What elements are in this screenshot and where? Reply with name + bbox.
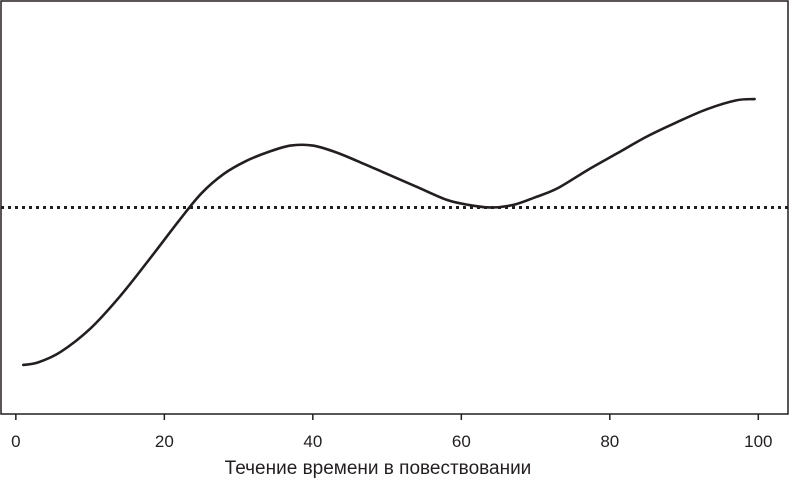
x-tick-label-40: 40 — [303, 432, 322, 451]
x-tick-label-0: 0 — [11, 432, 20, 451]
x-axis-label: Течение времени в повествовании — [225, 458, 532, 479]
x-tick-label-20: 20 — [155, 432, 174, 451]
x-axis-ticks: 0 20 40 60 80 100 — [11, 414, 772, 451]
x-tick-label-100: 100 — [744, 432, 772, 451]
narrative-arc-line — [21, 97, 756, 367]
x-tick-label-80: 80 — [600, 432, 619, 451]
x-tick-label-60: 60 — [452, 432, 471, 451]
series-layer — [1, 97, 788, 367]
